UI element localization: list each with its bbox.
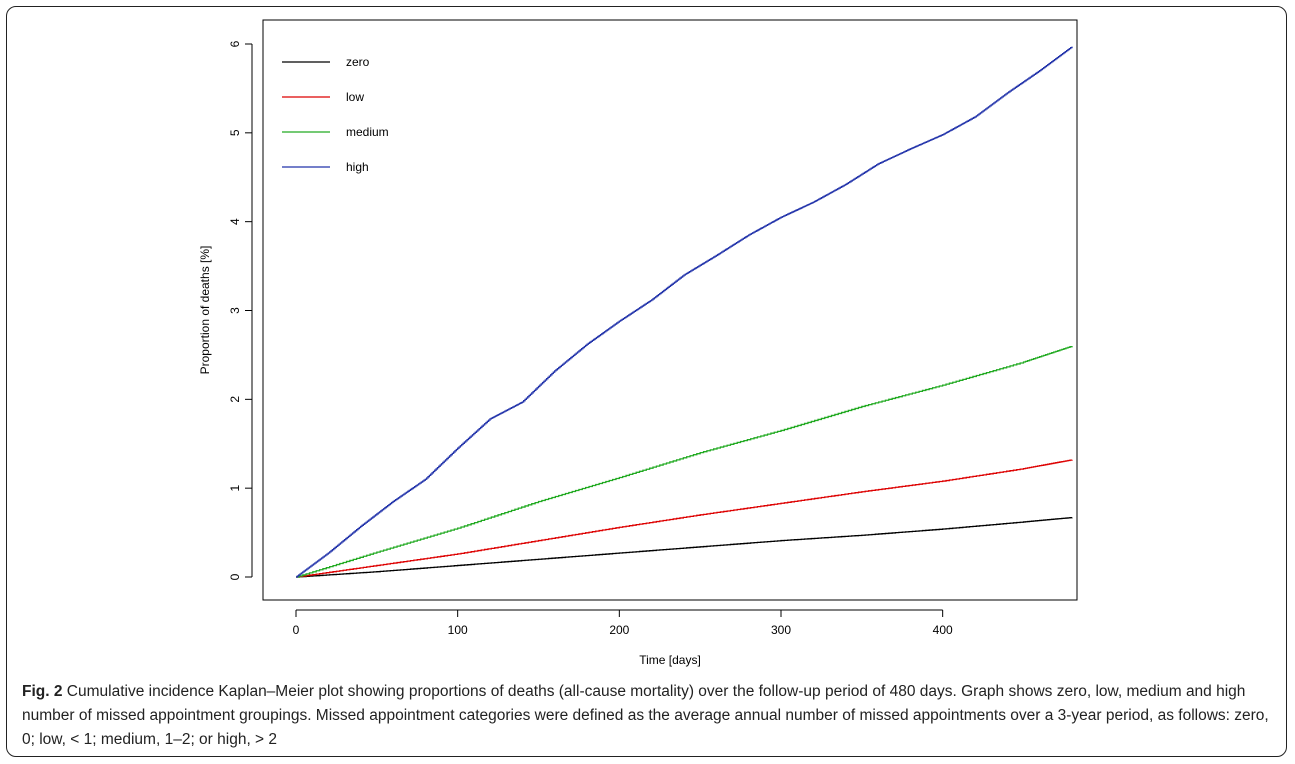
caption-text: Cumulative incidence Kaplan–Meier plot s… (22, 683, 1269, 748)
y-tick-label: 1 (228, 485, 242, 492)
series-line-medium (296, 346, 1073, 578)
figure-label: Fig. 2 (22, 683, 63, 700)
y-axis-label: Proportion of deaths [%] (198, 246, 212, 375)
legend: zero low medium high (282, 55, 389, 174)
x-tick-label: 200 (609, 623, 629, 637)
x-tick-label: 400 (933, 623, 953, 637)
legend-label-zero: zero (346, 55, 370, 69)
figure-frame (6, 6, 1287, 757)
y-tick-label: 0 (228, 573, 242, 580)
series-line-low (296, 459, 1073, 578)
legend-label-medium: medium (346, 125, 389, 139)
figure-caption: Fig. 2 Cumulative incidence Kaplan–Meier… (22, 680, 1272, 752)
series-line-zero (296, 517, 1073, 578)
x-tick-label: 300 (771, 623, 791, 637)
y-tick-label: 5 (228, 129, 242, 136)
series-line-high (296, 46, 1073, 578)
x-axis-label: Time [days] (639, 653, 701, 667)
legend-label-high: high (346, 160, 369, 174)
legend-label-low: low (346, 90, 364, 104)
x-tick-label: 100 (448, 623, 468, 637)
axes: 0 100 200 300 400 0 1 2 3 4 5 6 (228, 40, 953, 637)
x-tick-label: 0 (293, 623, 300, 637)
y-tick-label: 6 (228, 40, 242, 47)
y-tick-label: 3 (228, 307, 242, 314)
plot-area (262, 19, 1078, 601)
series-lines (296, 46, 1073, 578)
y-tick-label: 2 (228, 396, 242, 403)
y-tick-label: 4 (228, 218, 242, 225)
kaplan-meier-chart: 0 100 200 300 400 0 1 2 3 4 5 6 zero low medium high T… (198, 19, 1078, 667)
